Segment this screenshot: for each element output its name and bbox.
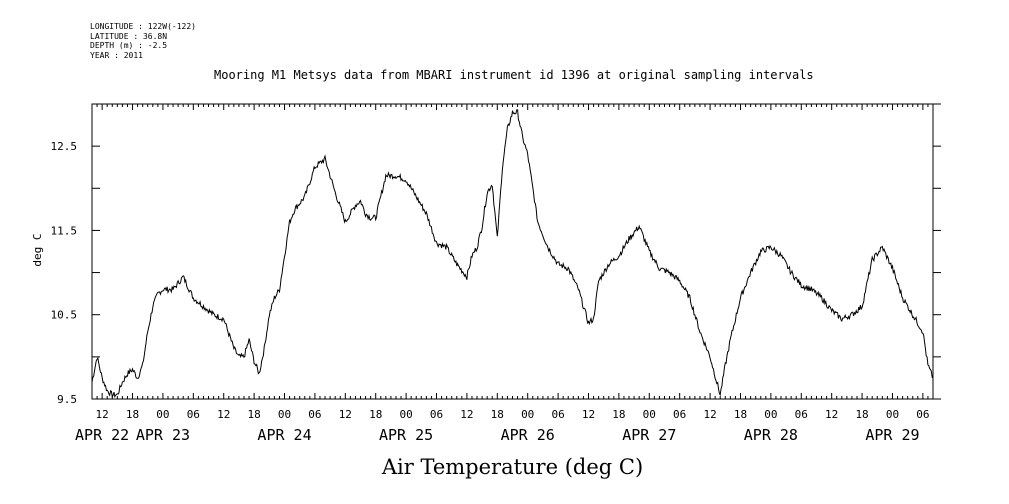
x-hour-label: 06 (916, 408, 929, 421)
y-axis-ticks: 9.5 10.5 11.5 12.5 (51, 103, 941, 406)
y-tick-label: 12.5 (51, 140, 78, 153)
x-hour-label: 12 (339, 408, 352, 421)
x-hour-label: 00 (278, 408, 291, 421)
latitude-label: LATITUDE : 36.8N (90, 31, 168, 41)
x-hour-label: 12 (460, 408, 473, 421)
series-layer (91, 109, 934, 399)
x-hour-label: 06 (308, 408, 321, 421)
x-hour-label: 00 (399, 408, 412, 421)
x-hour-label: 00 (156, 408, 169, 421)
x-hour-label: 06 (551, 408, 564, 421)
y-tick-label: 10.5 (51, 309, 78, 322)
x-hour-label: 00 (643, 408, 656, 421)
x-day-label: APR 26 (501, 426, 555, 444)
x-hour-label: 18 (247, 408, 260, 421)
x-hour-label: 12 (582, 408, 595, 421)
y-axis-label: deg C (31, 233, 44, 266)
chart-title: Mooring M1 Metsys data from MBARI instru… (214, 68, 814, 82)
x-hour-label: 06 (795, 408, 808, 421)
x-day-label: APR 25 (379, 426, 433, 444)
x-hour-label: 06 (673, 408, 686, 421)
x-hour-label: 00 (521, 408, 534, 421)
metadata-block: LONGITUDE : 122W(-122) LATITUDE : 36.8N … (90, 22, 196, 60)
x-hour-label: 12 (703, 408, 716, 421)
x-day-label: APR 27 (622, 426, 676, 444)
x-axis-label: Air Temperature (deg C) (381, 455, 644, 479)
x-hour-label: 18 (369, 408, 382, 421)
x-hour-label: 18 (855, 408, 868, 421)
x-hour-label: 06 (430, 408, 443, 421)
x-day-label: APR 28 (744, 426, 798, 444)
x-hour-label: 12 (825, 408, 838, 421)
x-axis-ticks: 12 18 00 06 12 18 00 06 12 18 00 06 12 18 00 06 12 18 00 06… (75, 104, 934, 444)
x-hour-label: 00 (886, 408, 899, 421)
x-day-label: APR 23 (136, 426, 190, 444)
longitude-label: LONGITUDE : 122W(-122) (90, 22, 196, 31)
y-tick-label: 9.5 (57, 393, 77, 406)
chart-frame (91, 103, 934, 400)
series-line (91, 109, 934, 399)
x-hour-label: 12 (217, 408, 230, 421)
x-hour-label: 18 (126, 408, 139, 421)
x-axis-label-container: Air Temperature (deg C) (0, 455, 1009, 479)
year-label: YEAR : 2011 (90, 50, 143, 60)
x-hour-label: 12 (96, 408, 109, 421)
x-hour-label: 18 (612, 408, 625, 421)
x-day-label: APR 29 (865, 426, 919, 444)
x-day-label: APR 22 (75, 426, 129, 444)
depth-label: DEPTH (m) : -2.5 (90, 41, 168, 50)
x-day-label: APR 24 (257, 426, 311, 444)
x-hour-label: 18 (734, 408, 747, 421)
plot-frame (91, 103, 934, 400)
x-hour-label: 18 (491, 408, 504, 421)
x-hour-label: 00 (764, 408, 777, 421)
y-tick-label: 11.5 (51, 224, 78, 237)
x-hour-label: 06 (187, 408, 200, 421)
